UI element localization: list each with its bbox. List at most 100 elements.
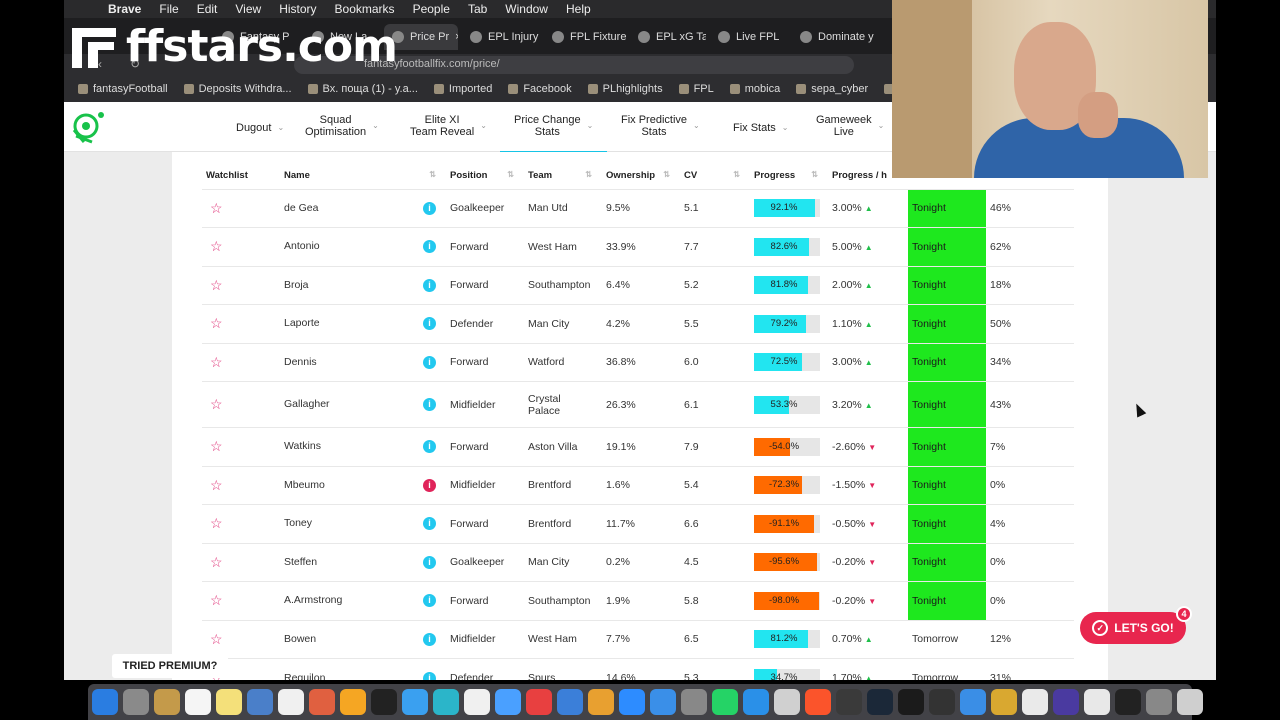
bookmark-item[interactable]: Deposits Withdra... [183,83,292,95]
info-icon[interactable]: i [423,201,436,215]
dock-app-icon[interactable] [247,689,273,715]
column-header[interactable]: Team ⇅ [524,162,602,189]
dock-app-icon[interactable] [991,689,1017,715]
menu-tab[interactable]: Tab [467,2,488,16]
menu-history[interactable]: History [279,2,317,16]
browser-tab[interactable]: Price Pr × [384,24,458,50]
dock-app-icon[interactable] [929,689,955,715]
player-name[interactable]: de Gea [284,201,319,214]
dock-app-icon[interactable] [681,689,707,715]
dock-app-icon[interactable] [1115,689,1141,715]
menu-edit[interactable]: Edit [196,2,218,16]
dock-app-icon[interactable] [867,689,893,715]
column-header[interactable]: Progress ⇅ [750,162,828,189]
dock-app-icon[interactable] [526,689,552,715]
column-header[interactable]: Watchlist [202,162,280,189]
dock-app-icon[interactable] [960,689,986,715]
dock-app-icon[interactable] [402,689,428,715]
sort-icon[interactable]: ⇅ [429,169,436,179]
lets-go-button[interactable]: ✓ LET'S GO! 4 [1080,606,1192,644]
player-name[interactable]: Gallagher [284,398,330,410]
player-name[interactable]: A.Armstrong [284,594,343,607]
browser-tab[interactable]: EPL Injury T [462,24,540,50]
info-icon[interactable]: i [423,278,436,292]
star-icon[interactable]: ☆ [210,553,223,570]
menu-help[interactable]: Help [565,2,591,16]
bookmark-item[interactable]: Вх. поща (1) - y.a... [307,83,418,95]
star-icon[interactable]: ☆ [210,238,223,255]
player-name[interactable]: Mbeumo [284,478,325,491]
dock-app-icon[interactable] [1146,689,1172,715]
browser-tab[interactable]: New La [304,24,380,50]
dock-app-icon[interactable] [154,689,180,715]
player-name[interactable]: Watkins [284,440,321,453]
dock-app-icon[interactable] [1022,689,1048,715]
back-icon[interactable]: ‹ [98,57,102,71]
close-icon[interactable]: × [455,31,458,43]
dock-app-icon[interactable] [712,689,738,715]
column-header[interactable]: Position ⇅ [446,162,524,189]
info-icon[interactable]: i [423,594,436,608]
info-icon[interactable]: i [423,555,436,569]
dock-app-icon[interactable] [495,689,521,715]
dock-app-icon[interactable] [340,689,366,715]
info-icon[interactable]: i [423,240,436,254]
bookmark-item[interactable]: fantasyFootball [78,83,168,95]
browser-tab[interactable]: Fantasy P [214,24,300,50]
sort-icon[interactable]: ⇅ [811,169,818,179]
tried-premium-button[interactable]: TRIED PREMIUM? [112,654,228,678]
site-nav-item[interactable]: Fix Predictive Stats ⌄ [621,114,700,138]
info-icon[interactable]: i [423,671,436,680]
star-icon[interactable]: ☆ [210,438,223,455]
dock-app-icon[interactable] [743,689,769,715]
url-input[interactable]: fantasyfootballfix.com/price/ [294,56,854,74]
bookmark-item[interactable]: mobica [729,83,780,95]
site-nav-item[interactable]: Elite XI Team Reveal ⌄ [410,114,487,138]
info-icon[interactable]: i [423,440,436,454]
dock-app-icon[interactable] [185,689,211,715]
info-icon[interactable]: i [423,517,436,531]
menu-file[interactable]: File [159,2,179,16]
star-icon[interactable]: ☆ [210,276,223,293]
dock-app-icon[interactable] [836,689,862,715]
player-name[interactable]: Antonio [284,240,320,253]
dock-app-icon[interactable] [619,689,645,715]
star-icon[interactable]: ☆ [210,515,223,532]
bookmark-item[interactable]: PLhighlights [587,83,663,95]
fantasyfootballfix-logo-icon[interactable] [70,110,106,144]
column-header[interactable]: Name ⇅ [280,162,446,189]
bookmark-item[interactable]: sepa_cyber [796,83,868,95]
bookmark-item[interactable]: Facebook [508,83,572,95]
site-nav-item[interactable]: Dugout ⌄ [236,122,284,134]
player-name[interactable]: Bowen [284,632,317,645]
dock-app-icon[interactable] [557,689,583,715]
bookmark-item[interactable]: Imported [433,83,492,95]
site-nav-item[interactable]: Fix Stats ⌄ [733,122,789,134]
site-nav-item[interactable]: Price Change Stats ⌄ [499,114,608,153]
info-icon[interactable]: i [423,355,436,369]
sort-icon[interactable]: ⇅ [507,169,514,179]
player-name[interactable]: Broja [284,278,309,291]
menu-window[interactable]: Window [505,2,548,16]
sort-icon[interactable]: ⇅ [733,169,740,179]
star-icon[interactable]: ☆ [210,630,223,647]
site-nav-item[interactable]: Squad Optimisation ⌄ [305,114,379,138]
column-header[interactable]: CV ⇅ [680,162,750,189]
dock-app-icon[interactable] [1177,689,1203,715]
browser-tab[interactable]: Live FPL [710,24,788,50]
menubar-app-name[interactable]: Brave [108,2,142,16]
dock-app-icon[interactable] [92,689,118,715]
dock-app-icon[interactable] [216,689,242,715]
site-nav-item[interactable]: Gameweek Live ⌄ [816,114,884,138]
player-name[interactable]: Laporte [284,317,320,330]
column-header[interactable]: Progress / h [828,162,908,189]
star-icon[interactable]: ☆ [210,592,223,609]
dock-app-icon[interactable] [371,689,397,715]
menu-people[interactable]: People [412,2,450,16]
sort-icon[interactable]: ⇅ [663,169,670,179]
player-name[interactable]: Reguilon [284,671,326,681]
player-name[interactable]: Dennis [284,355,317,368]
star-icon[interactable]: ☆ [210,199,223,216]
browser-tab[interactable]: FPL Fixture [544,24,626,50]
browser-tab[interactable]: EPL xG Tab [630,24,706,50]
